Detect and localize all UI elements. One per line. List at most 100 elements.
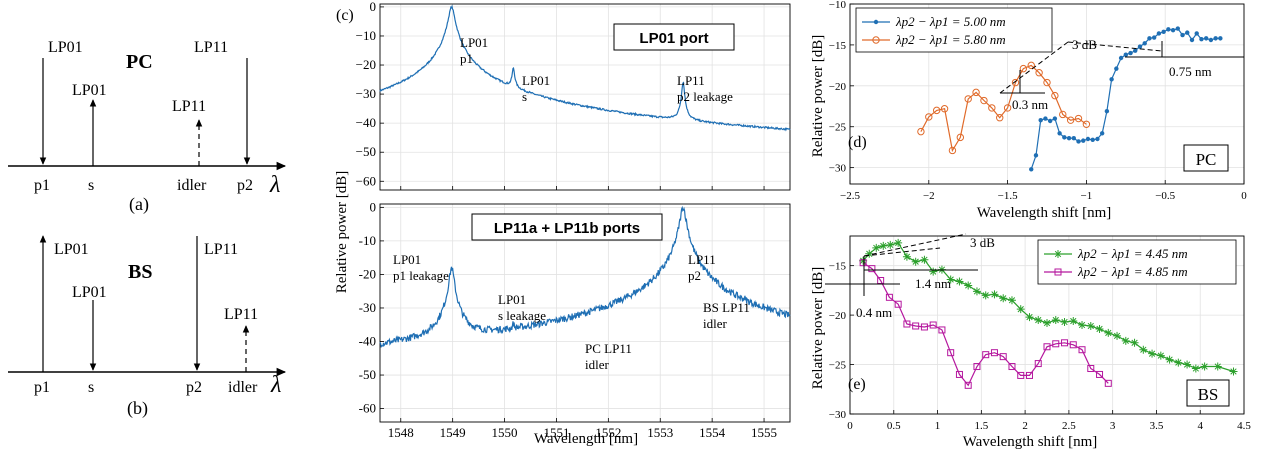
data-point [1104, 108, 1110, 114]
data-point [973, 363, 981, 371]
x-tick-label: 1554 [699, 425, 726, 440]
panel-tag-c: (c) [336, 7, 354, 24]
data-point [1069, 317, 1078, 326]
data-point [1078, 346, 1086, 354]
data-point [1087, 365, 1095, 373]
arrow-label-s-b: LP01 [72, 284, 107, 301]
arrow-label-idler-b: LP11 [224, 306, 258, 323]
ann-c-top-sb: s [522, 89, 527, 104]
tick-label-b-idler: idler [228, 379, 258, 396]
data-point [938, 326, 946, 334]
x-tick-label: 3.5 [1150, 420, 1164, 432]
panel-b: LP01 LP01 LP11 LP11 BS p1 s p2 idler λ (… [8, 235, 287, 419]
data-point [1060, 318, 1069, 327]
xlabel-e: Wavelength shift [nm] [963, 434, 1098, 450]
data-point [1170, 27, 1176, 33]
data-point [1043, 319, 1051, 328]
x-tick-label: 3 [1110, 420, 1116, 432]
ann-d-3db: 3 dB [1072, 37, 1097, 52]
data-point [1069, 341, 1077, 349]
arrow-label-p1-a: LP01 [48, 39, 83, 56]
data-point [912, 322, 920, 330]
data-point [1139, 345, 1148, 354]
data-point [1194, 31, 1199, 36]
data-point [1151, 35, 1157, 40]
data-point [940, 105, 949, 113]
data-point [1025, 313, 1034, 322]
xlabel-c: Wavelength [nm] [534, 431, 638, 447]
panel-c: (c) Relative power [dB] Wavelength [nm] … [334, 0, 791, 447]
y-tick-label: −40 [356, 115, 376, 130]
data-point [868, 265, 876, 273]
data-point [1052, 116, 1058, 121]
data-point [894, 238, 903, 247]
data-point [1066, 135, 1072, 141]
x-tick-label: 1555 [751, 425, 777, 440]
data-point [1156, 31, 1162, 36]
panel-tag-a: (a) [129, 194, 149, 215]
ann-d-075: 0.75 nm [1169, 64, 1212, 79]
ann-c-bot-p1b: p1 leakage [393, 268, 449, 283]
ann-c-bot-idlerb: idler [585, 357, 609, 372]
data-point [1061, 339, 1069, 347]
plot-frame [379, 203, 791, 423]
data-point [1137, 44, 1143, 49]
data-point [1148, 349, 1157, 358]
ylabel-e: Relative power [dB] [810, 267, 826, 389]
data-point [964, 381, 972, 389]
data-point [1128, 50, 1133, 56]
y-tick-label: −20 [356, 57, 376, 72]
data-point [988, 104, 996, 112]
data-point [1090, 137, 1095, 143]
data-point [879, 241, 888, 250]
data-point [917, 127, 925, 136]
tick-label-b-p2: p2 [186, 379, 202, 396]
x-tick-label: −1.5 [998, 190, 1018, 202]
data-point [964, 281, 973, 290]
x-tick-label: 1549 [440, 425, 466, 440]
y-tick-label: -40 [359, 334, 376, 349]
legend-box [855, 7, 1053, 53]
x-tick-label: −1 [1081, 190, 1093, 202]
data-point [873, 19, 879, 25]
ann-c-top-p1b: p1 [460, 51, 473, 66]
data-point [859, 256, 868, 265]
xlabel-d: Wavelength shift [nm] [977, 205, 1112, 221]
data-point [1133, 48, 1138, 53]
data-point [1085, 136, 1091, 142]
data-point [1147, 36, 1152, 41]
data-point [1175, 26, 1181, 31]
data-point [1076, 139, 1081, 144]
tick-label-a-idler: idler [177, 177, 207, 194]
ann-d-03: 0.3 nm [1012, 97, 1048, 112]
data-point [1180, 32, 1185, 38]
box-lp01-port [613, 23, 735, 51]
data-point [903, 320, 911, 328]
panel-tag-b: (b) [127, 398, 148, 419]
data-point [885, 293, 893, 301]
data-point [956, 133, 965, 142]
x-tick-label: 4.5 [1237, 420, 1251, 432]
data-point [1019, 64, 1028, 73]
data-point [1229, 367, 1238, 376]
x-tick-label: 1553 [647, 425, 673, 440]
data-point [981, 291, 990, 300]
tick-label-b-s: s [88, 379, 94, 396]
legend-box [1037, 239, 1237, 285]
ann-e-3db: 3 dB [970, 235, 995, 250]
data-point [1008, 363, 1016, 371]
data-point [1043, 343, 1051, 351]
process-label-a: PC [126, 51, 153, 73]
data-point [955, 370, 963, 378]
x-tick-label: 2.5 [1062, 420, 1076, 432]
data-point [1208, 37, 1214, 43]
data-point [1052, 340, 1060, 348]
ann-c-bot-p2: LP11 [688, 252, 716, 267]
data-point [1062, 135, 1067, 140]
data-point [1016, 305, 1025, 314]
box-lp11-ports [471, 213, 663, 241]
ann-c-bot-bs: BS LP11 [703, 300, 750, 315]
data-point [1035, 69, 1043, 77]
data-point [1081, 138, 1086, 143]
y-tick-label: −30 [829, 163, 847, 175]
